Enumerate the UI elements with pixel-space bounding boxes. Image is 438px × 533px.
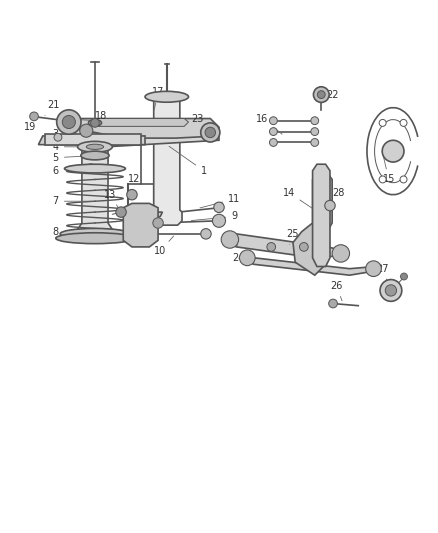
Circle shape	[400, 273, 407, 280]
Circle shape	[311, 139, 319, 147]
Circle shape	[400, 119, 407, 126]
Circle shape	[54, 133, 62, 141]
Circle shape	[325, 200, 335, 211]
Polygon shape	[78, 127, 113, 240]
Text: 5: 5	[53, 152, 92, 163]
Circle shape	[57, 110, 81, 134]
Text: 19: 19	[24, 116, 39, 132]
Ellipse shape	[88, 119, 102, 126]
Ellipse shape	[78, 141, 113, 152]
Circle shape	[80, 124, 93, 137]
Circle shape	[201, 123, 220, 142]
Polygon shape	[45, 134, 141, 144]
Polygon shape	[228, 234, 345, 258]
Circle shape	[267, 243, 276, 251]
Text: 3: 3	[53, 129, 86, 139]
Text: 11: 11	[200, 194, 240, 208]
Circle shape	[269, 139, 277, 147]
Circle shape	[214, 202, 224, 213]
Text: 20: 20	[71, 134, 90, 150]
Text: 12: 12	[128, 174, 140, 192]
Circle shape	[30, 112, 39, 120]
Circle shape	[300, 243, 308, 251]
Polygon shape	[313, 164, 330, 266]
Ellipse shape	[56, 233, 134, 244]
Polygon shape	[123, 204, 158, 247]
Polygon shape	[152, 99, 182, 225]
Circle shape	[221, 231, 239, 248]
Polygon shape	[245, 256, 376, 275]
Text: 24: 24	[233, 243, 245, 263]
Ellipse shape	[86, 144, 104, 149]
Circle shape	[328, 299, 337, 308]
Text: 4: 4	[53, 142, 92, 152]
Text: 17: 17	[152, 87, 164, 109]
Ellipse shape	[81, 151, 109, 160]
Text: 28: 28	[332, 188, 345, 203]
Text: 13: 13	[104, 190, 120, 210]
Text: 25: 25	[287, 229, 299, 244]
Circle shape	[380, 279, 402, 301]
Text: 22: 22	[321, 90, 339, 102]
Circle shape	[366, 261, 381, 277]
Text: 27: 27	[376, 264, 390, 288]
Circle shape	[240, 250, 255, 265]
Circle shape	[379, 176, 386, 183]
Ellipse shape	[64, 164, 125, 173]
Text: 26: 26	[330, 281, 343, 301]
Circle shape	[379, 119, 386, 126]
Text: 21: 21	[45, 100, 60, 116]
Circle shape	[311, 117, 319, 125]
Polygon shape	[88, 118, 188, 126]
Circle shape	[269, 117, 277, 125]
Circle shape	[62, 116, 75, 128]
Text: 18: 18	[94, 111, 108, 127]
Text: 9: 9	[191, 212, 237, 221]
Polygon shape	[125, 212, 162, 243]
Circle shape	[385, 285, 396, 296]
Circle shape	[91, 118, 99, 127]
Circle shape	[311, 128, 319, 135]
Text: 8: 8	[53, 227, 92, 237]
Polygon shape	[69, 118, 219, 138]
Text: 16: 16	[256, 114, 282, 134]
Circle shape	[332, 245, 350, 262]
Ellipse shape	[60, 229, 130, 239]
Circle shape	[314, 87, 329, 102]
Circle shape	[318, 91, 325, 99]
Circle shape	[269, 128, 277, 135]
Circle shape	[212, 214, 226, 228]
Text: 10: 10	[154, 236, 173, 256]
Circle shape	[127, 189, 137, 200]
Circle shape	[116, 207, 126, 217]
Text: 7: 7	[53, 196, 92, 206]
Circle shape	[201, 229, 211, 239]
Text: 6: 6	[53, 164, 92, 176]
Text: 23: 23	[191, 114, 206, 130]
Circle shape	[153, 218, 163, 228]
Circle shape	[382, 140, 404, 162]
Text: 1: 1	[169, 146, 207, 176]
Text: 15: 15	[382, 154, 395, 184]
Text: 14: 14	[283, 188, 319, 213]
Ellipse shape	[145, 91, 188, 102]
Circle shape	[205, 127, 215, 138]
Text: 2: 2	[59, 114, 92, 124]
Polygon shape	[293, 171, 332, 275]
Polygon shape	[39, 136, 145, 144]
Circle shape	[400, 176, 407, 183]
Polygon shape	[58, 127, 219, 147]
